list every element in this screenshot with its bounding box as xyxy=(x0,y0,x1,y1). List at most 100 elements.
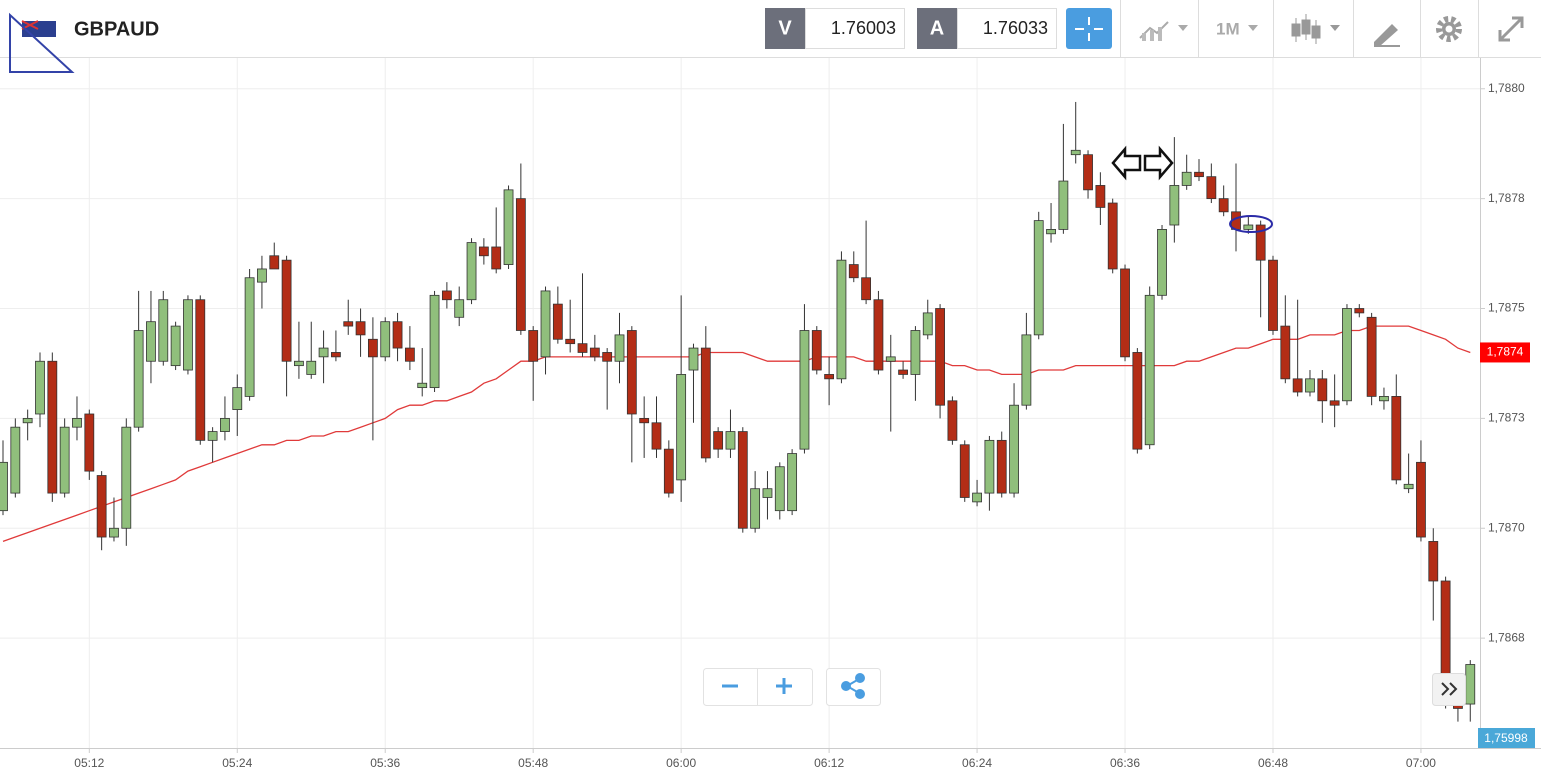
x-tick-label: 06:24 xyxy=(962,756,992,770)
candle-body xyxy=(540,290,551,358)
price-tag-label: 1,75998 xyxy=(1484,731,1528,745)
zoom-controls xyxy=(703,668,1466,706)
candle-body xyxy=(1354,308,1365,314)
candle-body xyxy=(0,461,8,512)
x-tick-label: 07:00 xyxy=(1406,756,1436,770)
settings-button[interactable] xyxy=(1436,16,1462,42)
x-tick-label: 05:48 xyxy=(518,756,548,770)
candle-body xyxy=(1070,149,1081,156)
crosshair-button[interactable] xyxy=(1066,8,1112,49)
share-button[interactable] xyxy=(826,668,881,706)
candle-body xyxy=(787,453,798,512)
price-tag xyxy=(1478,728,1535,748)
candle-body xyxy=(836,259,847,380)
candle-body xyxy=(195,299,206,441)
candle-body xyxy=(1218,198,1229,213)
chart-type-button[interactable] xyxy=(1139,21,1188,41)
candle-body xyxy=(22,417,33,424)
x-tick-label: 06:48 xyxy=(1258,756,1288,770)
candle-body xyxy=(244,277,255,397)
y-tick-label: 1,7880 xyxy=(1488,81,1525,95)
candle-body xyxy=(1144,294,1155,446)
y-tick-label: 1,7870 xyxy=(1488,520,1525,534)
buy-button[interactable] xyxy=(917,8,957,49)
axes: 1,7880 1,7878 1,7875 1,7873 1,7870 1,7868 05:1… xyxy=(74,81,1535,770)
y-tick-label: 1,7875 xyxy=(1488,301,1525,315)
candle-body xyxy=(343,321,354,327)
candle-body xyxy=(1366,316,1377,397)
candle-body xyxy=(1058,180,1069,230)
candle-body xyxy=(207,431,218,441)
candle-body xyxy=(1132,352,1143,450)
candle-body xyxy=(47,360,58,494)
candle-body xyxy=(922,312,933,336)
candle-body xyxy=(1206,176,1217,200)
draw-button[interactable] xyxy=(1374,24,1400,47)
candle-body xyxy=(1095,185,1106,208)
symbol: GBPAUD xyxy=(74,18,159,40)
candle-body xyxy=(935,308,945,406)
candle-body xyxy=(972,492,982,503)
sell-label: V xyxy=(778,17,792,39)
candle-body xyxy=(565,338,576,345)
candle-body xyxy=(1255,224,1266,261)
candle-body xyxy=(1403,483,1414,490)
candle-body xyxy=(959,444,970,498)
candle-body xyxy=(170,325,181,367)
candle-body xyxy=(10,426,21,494)
candle-body xyxy=(725,431,736,450)
candle-body xyxy=(478,246,489,257)
candle-body xyxy=(602,352,613,362)
candle-body xyxy=(577,343,588,353)
candle-body xyxy=(651,422,662,450)
ma-tag-label: 1,7874 xyxy=(1487,345,1524,359)
candle-body xyxy=(1046,229,1056,235)
x-tick-label: 06:00 xyxy=(666,756,696,770)
candle-body xyxy=(355,321,366,336)
candle-body xyxy=(663,448,674,494)
candle-body xyxy=(811,330,822,371)
candle-body xyxy=(306,360,317,375)
timeframe-button[interactable]: 1M xyxy=(1216,19,1240,38)
candle-body xyxy=(528,330,539,362)
y-tick-label: 1,7873 xyxy=(1488,411,1525,425)
fullscreen-button[interactable] xyxy=(1498,16,1524,42)
scroll-to-end-button[interactable] xyxy=(1432,673,1466,706)
x-tick-label: 06:12 xyxy=(814,756,844,770)
candle-body xyxy=(1181,171,1192,186)
scroll-icon xyxy=(1441,682,1458,696)
y-tick-label: 1,7868 xyxy=(1488,630,1525,644)
candle-body xyxy=(1428,541,1439,582)
candle-body xyxy=(121,426,132,529)
candle-body xyxy=(1033,220,1044,336)
candle-body xyxy=(639,417,650,424)
candle-body xyxy=(910,330,921,375)
sell-button[interactable] xyxy=(765,8,805,49)
candle-body xyxy=(491,246,502,270)
ma-tag xyxy=(1480,342,1530,363)
candles xyxy=(0,101,1476,722)
candle-body xyxy=(1169,185,1180,226)
candle-body xyxy=(799,330,810,450)
x-tick-label: 06:36 xyxy=(1110,756,1140,770)
x-tick-label: 05:24 xyxy=(222,756,252,770)
timeframe-arrow xyxy=(1248,25,1258,31)
candle-body xyxy=(1157,229,1167,296)
candle-body xyxy=(72,417,82,428)
candle-type-button[interactable] xyxy=(1291,14,1340,44)
candle-body xyxy=(441,290,452,301)
candle-body xyxy=(1317,378,1328,402)
candle-body xyxy=(404,347,415,362)
candle-body xyxy=(1391,396,1402,481)
candle-body xyxy=(824,374,835,380)
candle-body xyxy=(1280,325,1291,380)
zoom-in-button[interactable] xyxy=(776,678,792,694)
candle-body xyxy=(429,294,440,389)
annotation-arrow-left xyxy=(1111,145,1142,181)
candle-body xyxy=(626,330,637,415)
ma-line xyxy=(2,325,1471,543)
crosshair-icon xyxy=(1075,17,1103,41)
